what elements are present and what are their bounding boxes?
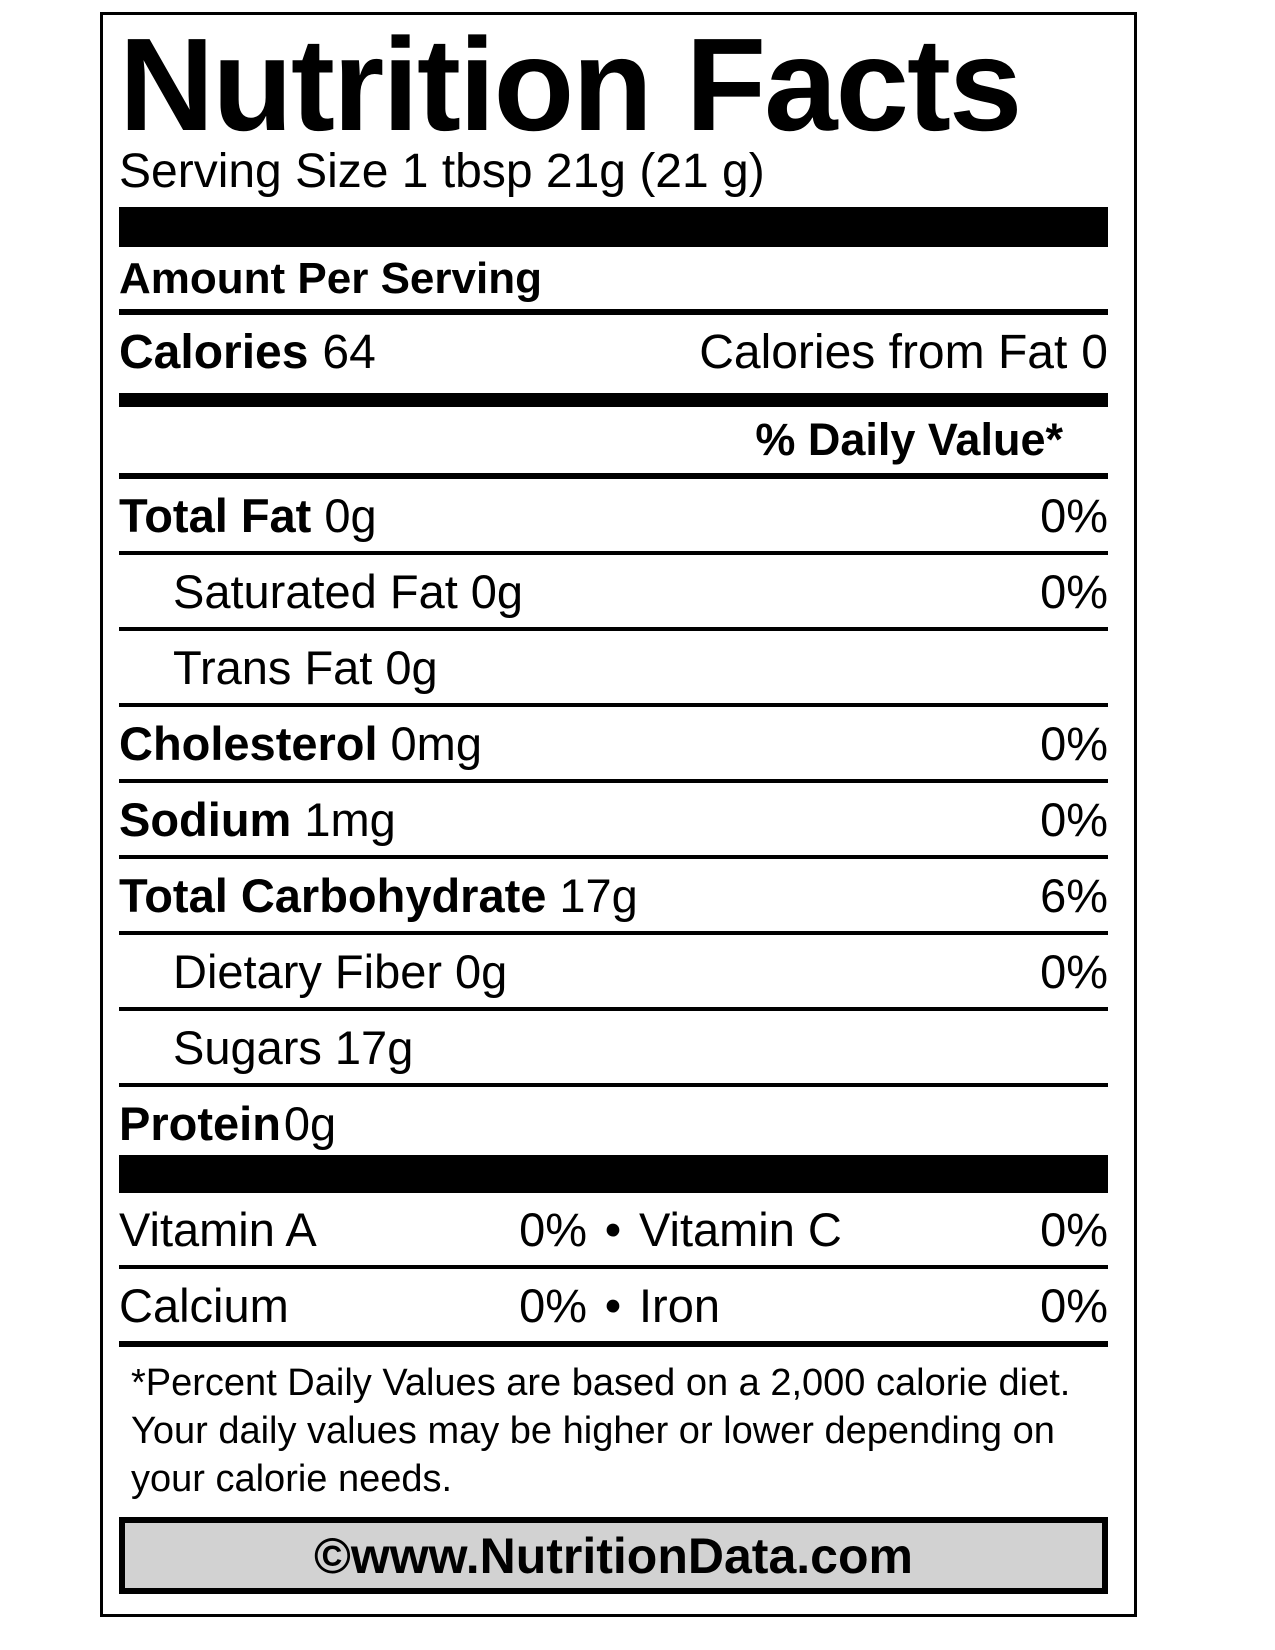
footnote-line: Your daily values may be higher or lower… xyxy=(131,1410,1055,1452)
source-attribution-box: ©www.NutritionData.com xyxy=(119,1517,1108,1594)
nutrient-name: Total Fat xyxy=(119,489,312,542)
rule-under-amount-per-serving xyxy=(119,309,1108,315)
nutrient-dv: 0% xyxy=(1040,717,1108,770)
nutrient-name: Cholesterol xyxy=(119,717,378,770)
nutrient-row-protein: Protein0g xyxy=(119,1087,1108,1155)
nutrition-facts-label: Nutrition Facts Serving Size 1 tbsp 21g … xyxy=(100,12,1137,1617)
source-attribution-text: ©www.NutritionData.com xyxy=(314,1527,913,1584)
label-title: Nutrition Facts xyxy=(119,12,1022,158)
nutrient-row-cholesterol: Cholesterol 0mg 0% xyxy=(119,707,1108,783)
bullet-separator: • xyxy=(604,1203,622,1256)
vitamin-dv: 0% xyxy=(1040,1279,1108,1332)
nutrient-dv: 0% xyxy=(1040,945,1108,998)
vitamin-dv: 0% xyxy=(519,1203,587,1256)
nutrient-dv: 6% xyxy=(1040,869,1108,922)
nutrient-amount: 17g xyxy=(334,1021,414,1074)
calories-row: Calories 64 Calories from Fat 0 xyxy=(119,315,1108,393)
nutrient-row-total-carbohydrate: Total Carbohydrate 17g 6% xyxy=(119,859,1108,935)
vitamin-name: Iron xyxy=(639,1279,720,1332)
divider-bar-vitamins xyxy=(119,1155,1108,1193)
divider-bar-top xyxy=(119,207,1108,247)
nutrient-amount: 0g xyxy=(385,641,438,694)
nutrient-row-sugars: Sugars 17g xyxy=(119,1011,1108,1087)
nutrient-dv: 0% xyxy=(1040,793,1108,846)
vitamin-name: Calcium xyxy=(119,1279,289,1332)
calories-value: Calories 64 xyxy=(119,327,376,379)
bullet-separator: • xyxy=(604,1279,622,1332)
calories-label: Calories xyxy=(119,326,309,379)
vitamin-name: Vitamin A xyxy=(119,1203,317,1256)
nutrient-name: Sodium xyxy=(119,793,292,846)
nutrient-name: Total Carbohydrate xyxy=(119,869,547,922)
nutrient-dv: 0% xyxy=(1040,565,1108,618)
percent-daily-value-heading: % Daily Value* xyxy=(755,414,1063,465)
calories-from-fat-label: Calories from Fat xyxy=(699,326,1068,379)
nutrient-amount: 0mg xyxy=(390,717,482,770)
nutrient-name: Sugars xyxy=(173,1021,322,1074)
nutrient-row-saturated-fat: Saturated Fat 0g 0% xyxy=(119,555,1108,631)
nutrient-name: Dietary Fiber xyxy=(173,945,443,998)
vitamin-dv: 0% xyxy=(1040,1203,1108,1256)
vitamin-dv: 0% xyxy=(519,1279,587,1332)
vitamin-name: Vitamin C xyxy=(639,1203,842,1256)
rule-under-daily-value xyxy=(119,473,1108,479)
nutrient-amount: 0g xyxy=(283,1097,337,1150)
calories-from-fat: Calories from Fat 0 xyxy=(699,327,1108,379)
divider-bar-calories xyxy=(119,393,1108,407)
calories-from-fat-number: 0 xyxy=(1081,326,1108,379)
nutrient-amount: 0g xyxy=(470,565,524,618)
calories-number: 64 xyxy=(322,326,376,379)
nutrient-row-sodium: Sodium 1mg 0% xyxy=(119,783,1108,859)
nutrient-name: Trans Fat xyxy=(173,641,373,694)
footnote-line: your calorie needs. xyxy=(131,1458,453,1500)
amount-per-serving-heading: Amount Per Serving xyxy=(119,254,542,303)
nutrient-amount: 0g xyxy=(324,489,377,542)
nutrient-row-trans-fat: Trans Fat 0g xyxy=(119,631,1108,707)
nutrient-row-dietary-fiber: Dietary Fiber 0g 0% xyxy=(119,935,1108,1011)
nutrient-amount: 1mg xyxy=(304,793,396,846)
nutrient-row-total-fat: Total Fat 0g 0% xyxy=(119,479,1108,555)
nutrient-amount: 17g xyxy=(559,869,638,922)
nutrient-name: Protein xyxy=(119,1097,281,1150)
vitamin-row-1: Vitamin A 0% • Vitamin C 0% xyxy=(119,1193,1108,1269)
vitamin-row-2: Calcium 0% • Iron 0% xyxy=(119,1269,1108,1347)
nutrient-name: Saturated Fat xyxy=(173,565,458,618)
nutrient-amount: 0g xyxy=(455,945,508,998)
footnote-line: *Percent Daily Values are based on a 2,0… xyxy=(131,1362,1071,1404)
nutrient-dv: 0% xyxy=(1040,489,1108,542)
serving-size-line: Serving Size 1 tbsp 21g (21 g) xyxy=(119,145,765,198)
daily-value-footnote: *Percent Daily Values are based on a 2,0… xyxy=(119,1359,1108,1503)
